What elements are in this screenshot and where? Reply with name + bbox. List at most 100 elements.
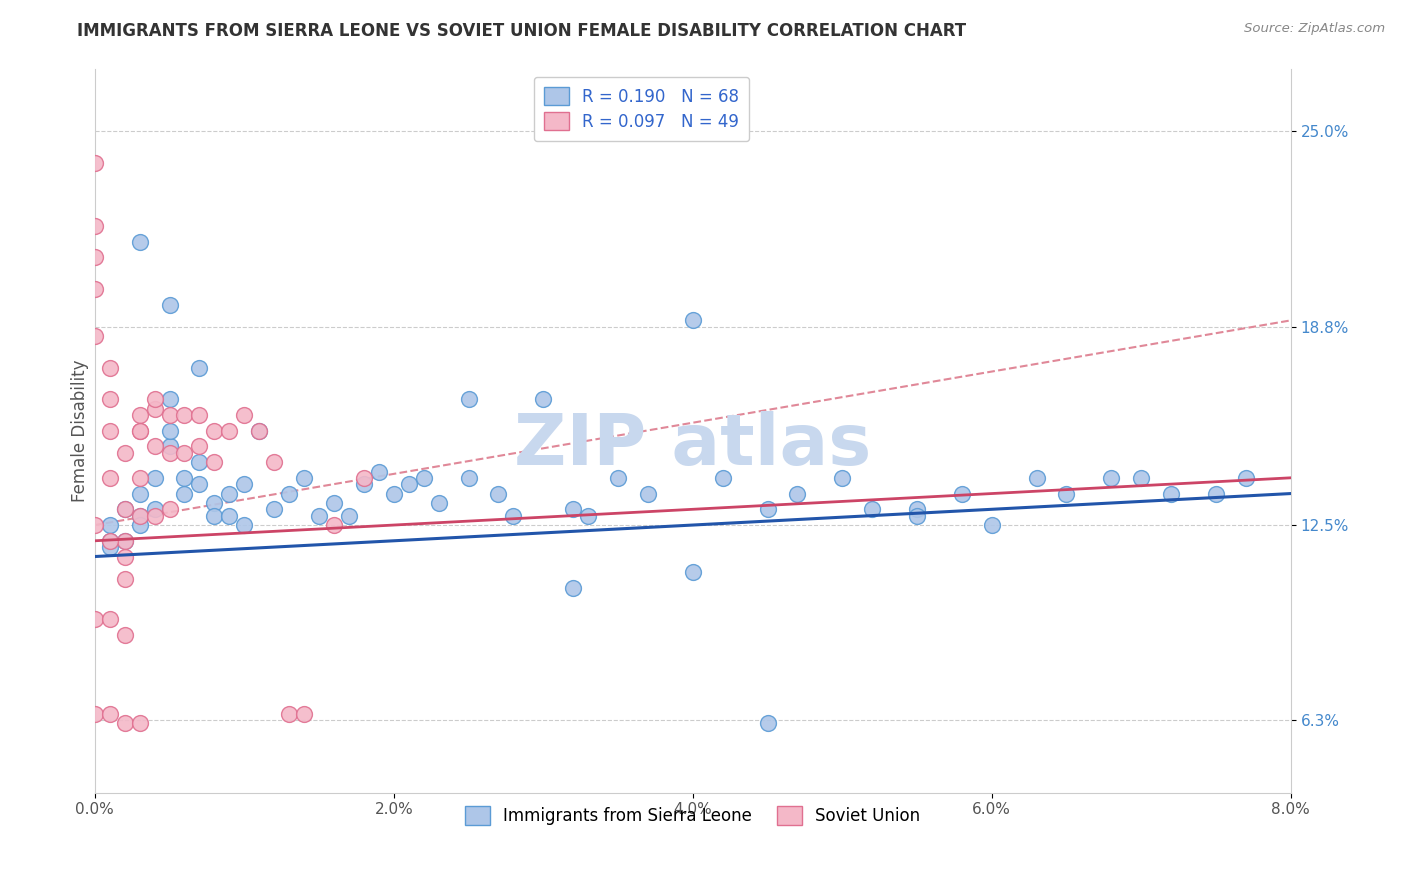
Point xyxy=(218,508,240,523)
Point xyxy=(202,496,225,510)
Point xyxy=(1099,471,1122,485)
Point xyxy=(128,518,150,533)
Point xyxy=(114,572,136,586)
Point xyxy=(233,408,256,422)
Point xyxy=(143,502,166,516)
Point xyxy=(1160,486,1182,500)
Point xyxy=(114,445,136,459)
Point xyxy=(173,445,195,459)
Point xyxy=(486,486,509,500)
Point xyxy=(1025,471,1047,485)
Point xyxy=(323,518,346,533)
Point xyxy=(502,508,524,523)
Point xyxy=(308,508,330,523)
Point xyxy=(1056,486,1078,500)
Point xyxy=(980,518,1002,533)
Point xyxy=(247,424,270,438)
Point xyxy=(128,508,150,523)
Point xyxy=(114,628,136,642)
Point xyxy=(353,477,375,491)
Point xyxy=(263,502,285,516)
Point xyxy=(143,392,166,406)
Point xyxy=(159,392,181,406)
Point xyxy=(1234,471,1257,485)
Point xyxy=(188,455,211,469)
Point xyxy=(83,706,105,721)
Point xyxy=(786,486,808,500)
Point xyxy=(682,566,704,580)
Point xyxy=(83,518,105,533)
Point xyxy=(114,502,136,516)
Point xyxy=(292,471,315,485)
Point xyxy=(860,502,883,516)
Point xyxy=(128,235,150,249)
Point xyxy=(188,360,211,375)
Point xyxy=(143,508,166,523)
Point xyxy=(233,477,256,491)
Point xyxy=(98,424,121,438)
Point xyxy=(83,612,105,626)
Point xyxy=(128,486,150,500)
Point xyxy=(83,156,105,170)
Point xyxy=(114,502,136,516)
Point xyxy=(427,496,450,510)
Point xyxy=(756,502,779,516)
Point xyxy=(128,424,150,438)
Point xyxy=(98,612,121,626)
Point xyxy=(607,471,630,485)
Point xyxy=(98,471,121,485)
Point xyxy=(159,424,181,438)
Point xyxy=(950,486,973,500)
Point xyxy=(128,471,150,485)
Point xyxy=(128,424,150,438)
Point xyxy=(188,439,211,453)
Point xyxy=(98,392,121,406)
Point xyxy=(159,445,181,459)
Point xyxy=(143,471,166,485)
Point xyxy=(562,581,585,595)
Point xyxy=(576,508,599,523)
Point xyxy=(905,508,928,523)
Point xyxy=(128,716,150,731)
Point xyxy=(98,518,121,533)
Point xyxy=(159,298,181,312)
Point xyxy=(218,424,240,438)
Point xyxy=(202,424,225,438)
Point xyxy=(398,477,420,491)
Y-axis label: Female Disability: Female Disability xyxy=(72,359,89,502)
Point xyxy=(323,496,346,510)
Point xyxy=(128,508,150,523)
Text: IMMIGRANTS FROM SIERRA LEONE VS SOVIET UNION FEMALE DISABILITY CORRELATION CHART: IMMIGRANTS FROM SIERRA LEONE VS SOVIET U… xyxy=(77,22,966,40)
Point xyxy=(233,518,256,533)
Point xyxy=(637,486,659,500)
Point xyxy=(159,408,181,422)
Legend: Immigrants from Sierra Leone, Soviet Union: Immigrants from Sierra Leone, Soviet Uni… xyxy=(456,797,931,835)
Point xyxy=(202,508,225,523)
Point xyxy=(159,439,181,453)
Point xyxy=(682,313,704,327)
Point xyxy=(278,486,301,500)
Point xyxy=(457,392,479,406)
Point xyxy=(114,549,136,564)
Point xyxy=(263,455,285,469)
Point xyxy=(98,533,121,548)
Point xyxy=(128,408,150,422)
Point xyxy=(756,716,779,731)
Point xyxy=(1130,471,1153,485)
Point xyxy=(247,424,270,438)
Point xyxy=(278,706,301,721)
Point xyxy=(188,477,211,491)
Point xyxy=(143,401,166,416)
Point xyxy=(188,408,211,422)
Point xyxy=(98,360,121,375)
Text: Source: ZipAtlas.com: Source: ZipAtlas.com xyxy=(1244,22,1385,36)
Point xyxy=(173,408,195,422)
Point xyxy=(292,706,315,721)
Point xyxy=(143,439,166,453)
Point xyxy=(711,471,734,485)
Text: ZIP atlas: ZIP atlas xyxy=(515,410,872,480)
Point xyxy=(159,502,181,516)
Point xyxy=(83,251,105,265)
Point xyxy=(83,329,105,343)
Point xyxy=(905,502,928,516)
